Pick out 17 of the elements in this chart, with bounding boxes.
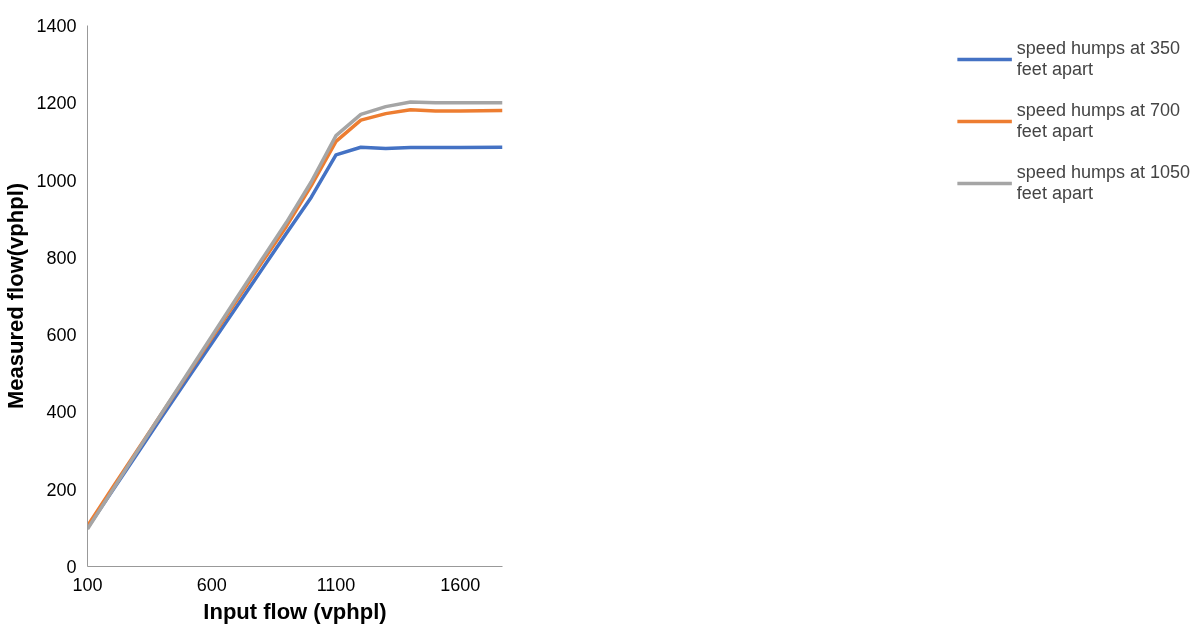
y-tick-label: 1200 [36,93,77,114]
x-tick-label: 1100 [316,574,356,595]
x-tick-label: 1600 [440,574,481,595]
y-tick-label: 0 [66,557,77,577]
x-tick-label: 600 [196,574,227,595]
y-tick-label: 600 [46,325,77,346]
y-tick-label: 800 [46,247,77,268]
y-axis-title: Measured flow(vphpl) [3,182,29,410]
y-tick-label: 1400 [36,16,77,36]
x-tick-label: 100 [72,574,103,595]
legend-label: speed humps at 350 feet apart [1016,37,1180,81]
y-tick-label: 1000 [36,170,77,191]
legend-label: speed humps at 700 feet apart [1016,99,1180,143]
y-tick-label: 200 [46,479,77,500]
x-axis-title: Input flow (vphpl) [203,598,387,624]
y-tick-label: 400 [46,402,77,423]
legend-label: speed humps at 1050 feet apart [1016,161,1190,205]
